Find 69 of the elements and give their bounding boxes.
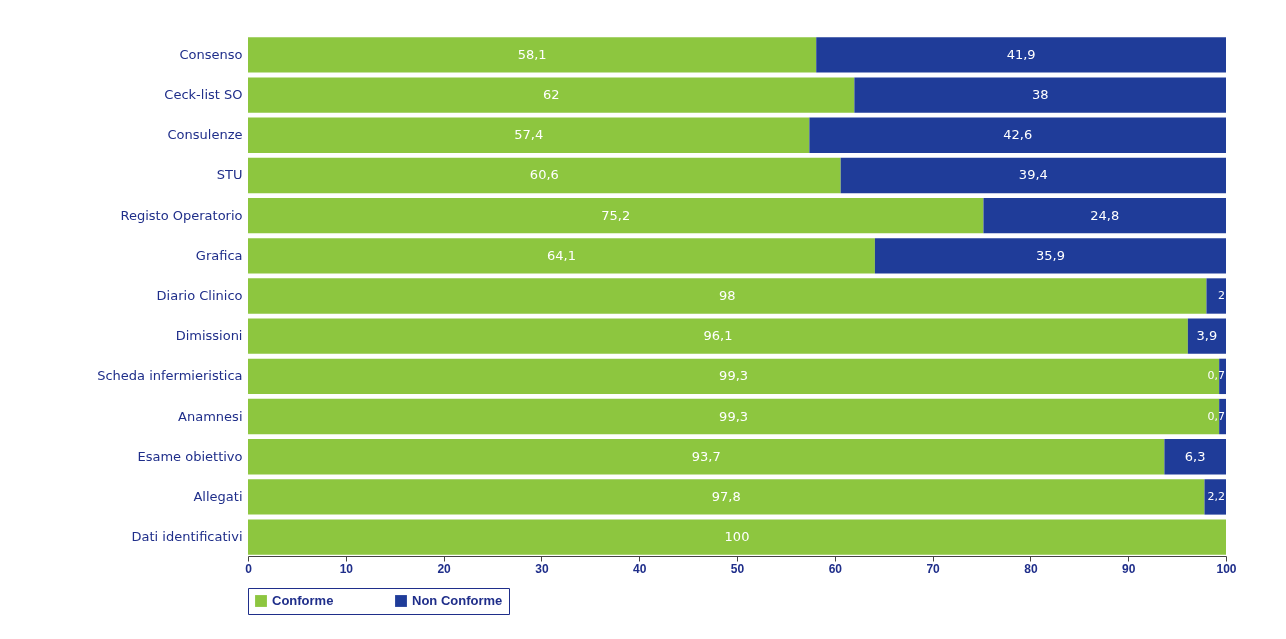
bar bbox=[809, 117, 1226, 153]
x-tick-label: 30 bbox=[535, 561, 549, 576]
y-tick-label: Anamnesi bbox=[178, 408, 243, 424]
bar bbox=[248, 157, 841, 194]
bar bbox=[854, 77, 1226, 113]
y-tick-label: Esame obiettivo bbox=[137, 448, 243, 464]
data-label: 35,9 bbox=[1035, 247, 1065, 263]
x-tick-label: 40 bbox=[633, 561, 647, 576]
y-tick-label: Registo Operatorio bbox=[120, 207, 243, 223]
y-tick-label: Allegati bbox=[193, 488, 243, 504]
x-tick-label: 20 bbox=[437, 561, 452, 576]
y-tick-label: Scheda infermieristica bbox=[97, 368, 243, 384]
bar bbox=[248, 278, 1207, 314]
data-label: 6,3 bbox=[1184, 448, 1206, 464]
data-label: 98 bbox=[718, 288, 736, 303]
bar bbox=[248, 117, 810, 153]
x-tick-label: 0 bbox=[245, 561, 253, 576]
data-label: 60,6 bbox=[529, 167, 559, 183]
data-label: 99,3 bbox=[719, 368, 749, 384]
data-label: 39,4 bbox=[1018, 167, 1048, 183]
data-label: 58,1 bbox=[517, 46, 547, 62]
y-tick-label: Consenso bbox=[179, 46, 243, 62]
data-label: 3,9 bbox=[1196, 328, 1218, 344]
y-tick-label: Dimissioni bbox=[175, 328, 243, 344]
x-tick-label: 80 bbox=[1024, 561, 1038, 576]
bar bbox=[874, 238, 1226, 274]
bar bbox=[1206, 278, 1226, 314]
legend-label: Conforme bbox=[272, 593, 334, 608]
y-tick-label: Consulenze bbox=[167, 127, 243, 143]
data-label: 93,7 bbox=[691, 448, 721, 464]
bar bbox=[983, 197, 1226, 234]
data-label: 2 bbox=[1218, 289, 1225, 302]
x-tick-label: 70 bbox=[926, 561, 941, 576]
x-tick-label: 60 bbox=[828, 561, 843, 576]
data-label: 2,2 bbox=[1207, 489, 1225, 503]
legend-label: Non Conforme bbox=[412, 593, 503, 608]
data-label: 96,1 bbox=[703, 328, 733, 344]
x-tick-label: 100 bbox=[1216, 561, 1237, 576]
bar bbox=[840, 157, 1226, 194]
data-label: 97,8 bbox=[711, 488, 741, 504]
y-tick-label: Grafica bbox=[195, 247, 243, 263]
y-tick-label: STU bbox=[216, 167, 243, 183]
bar bbox=[816, 37, 1226, 73]
bar bbox=[1204, 479, 1226, 515]
bar bbox=[248, 318, 1188, 354]
bar bbox=[248, 238, 875, 274]
x-tick-label: 10 bbox=[339, 561, 354, 576]
data-label: 41,9 bbox=[1006, 46, 1036, 62]
y-tick-label: Ceck-list SO bbox=[164, 87, 243, 103]
bar bbox=[248, 439, 1165, 475]
data-label: 99,3 bbox=[719, 408, 749, 424]
bar bbox=[248, 479, 1205, 515]
x-tick-label: 90 bbox=[1122, 561, 1136, 576]
data-label: 75,2 bbox=[601, 207, 631, 223]
data-label: 100 bbox=[724, 529, 750, 545]
y-tick-label: Diario Clinico bbox=[156, 288, 243, 303]
bar bbox=[1187, 318, 1226, 354]
data-label: 57,4 bbox=[514, 127, 544, 143]
y-tick-label: Dati identificativi bbox=[131, 529, 243, 545]
x-tick-label: 50 bbox=[730, 561, 745, 576]
bar bbox=[248, 77, 855, 113]
bar bbox=[248, 197, 984, 234]
bar bbox=[1164, 439, 1226, 475]
data-label: 64,1 bbox=[546, 247, 576, 263]
data-label: 62 bbox=[542, 87, 560, 103]
data-label: 24,8 bbox=[1090, 207, 1120, 223]
data-label: 42,6 bbox=[1003, 127, 1033, 143]
bar bbox=[248, 37, 817, 73]
data-label: 38 bbox=[1031, 87, 1049, 103]
